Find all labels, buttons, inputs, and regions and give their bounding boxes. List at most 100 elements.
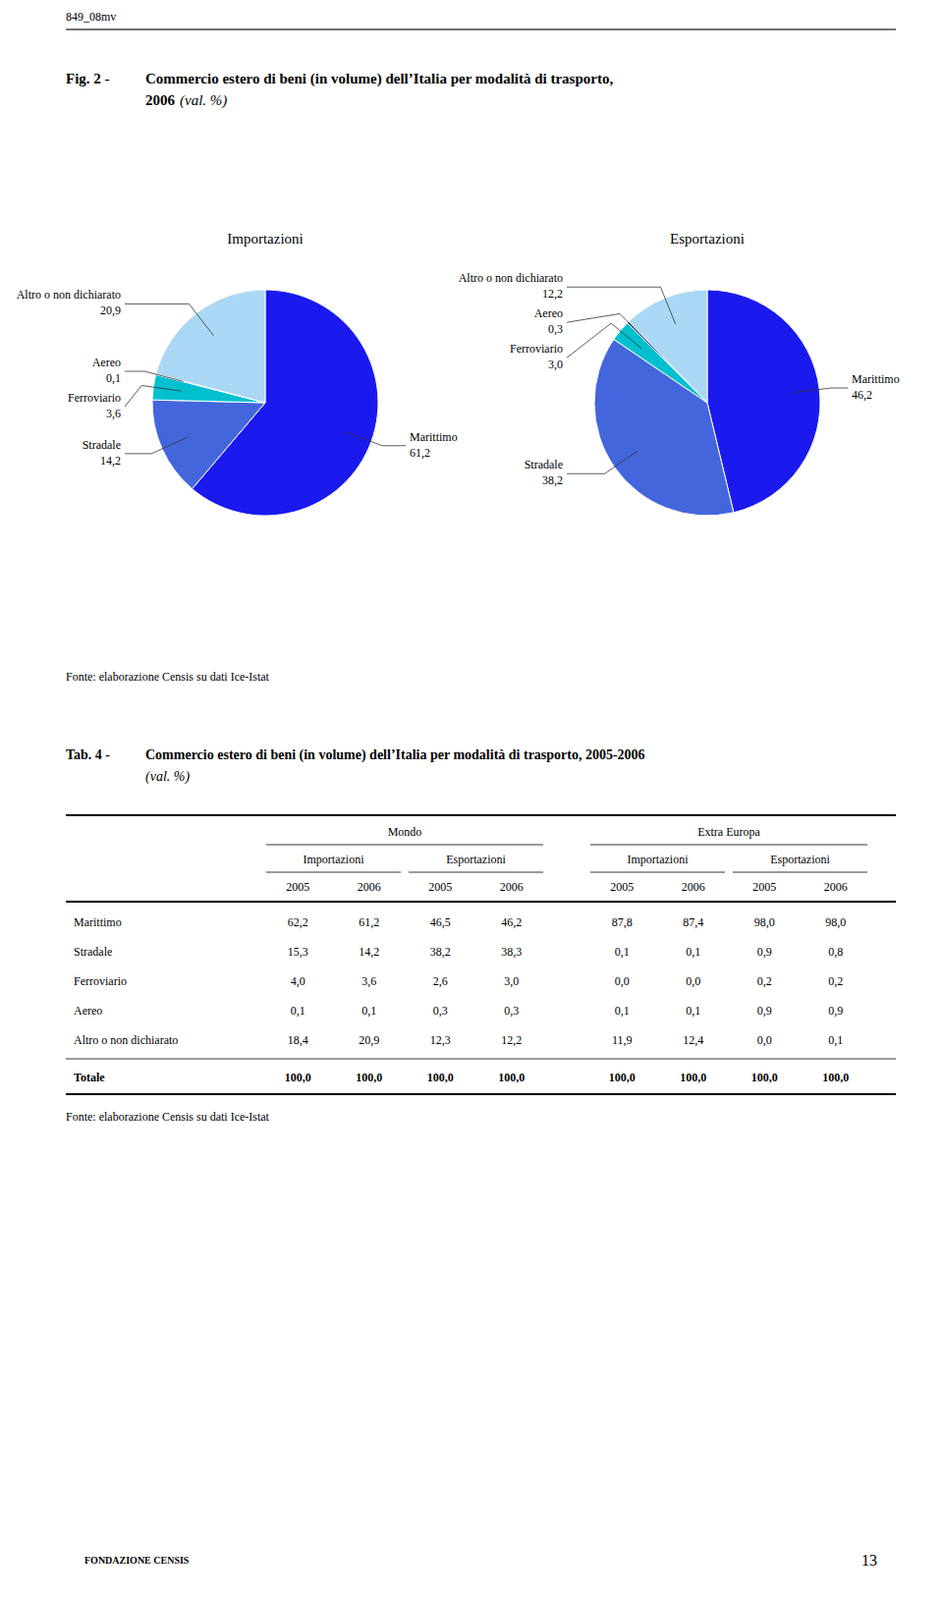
pie: EsportazioniMarittimo46,2Stradale38,2Fer… bbox=[458, 230, 900, 516]
cell-value: 18,4 bbox=[287, 1033, 309, 1048]
pie-title: Importazioni bbox=[226, 230, 303, 247]
cell-value: 0,8 bbox=[828, 944, 843, 959]
cell-value: 62,2 bbox=[287, 915, 309, 930]
figure-title-line2: 2006(val. %) bbox=[145, 92, 227, 110]
leader-line bbox=[566, 313, 649, 342]
cell-value: 0,3 bbox=[433, 1003, 448, 1018]
row-label: Marittimo bbox=[73, 915, 122, 930]
leader-line bbox=[124, 303, 214, 335]
column-group: Mondo bbox=[388, 825, 423, 839]
leader-line bbox=[791, 388, 848, 393]
slice bbox=[628, 289, 708, 403]
cell-value: 14,2 bbox=[358, 944, 380, 959]
rule bbox=[65, 814, 896, 817]
page-number: 13 bbox=[861, 1552, 878, 1569]
header-rule bbox=[65, 28, 896, 31]
rule bbox=[732, 872, 868, 874]
column-subgroup: Esportazioni bbox=[445, 852, 506, 867]
slices bbox=[152, 289, 379, 516]
cell-value: 61,2 bbox=[358, 915, 380, 930]
page: 849_08mvFig. 2 -Commercio estero di beni… bbox=[0, 0, 943, 1600]
column-header: 2006 bbox=[499, 880, 524, 894]
slice-value: 46,2 bbox=[851, 388, 873, 402]
rule bbox=[65, 1058, 896, 1060]
cell-value: 0,1 bbox=[828, 1033, 843, 1048]
slice-label: Aereo bbox=[92, 355, 121, 370]
cell-value: 4,0 bbox=[290, 974, 306, 989]
cell-value: 98,0 bbox=[754, 915, 776, 930]
column-header: 2006 bbox=[824, 880, 848, 894]
table-number: Tab. 4 - bbox=[65, 747, 111, 763]
slice-value: 3,0 bbox=[548, 357, 563, 372]
cell-value: 0,9 bbox=[757, 1003, 773, 1018]
rule bbox=[65, 1093, 896, 1096]
rule bbox=[408, 872, 544, 874]
slice-value: 14,2 bbox=[100, 453, 121, 468]
column-subgroup: Importazioni bbox=[627, 852, 690, 867]
cell-value: 98,0 bbox=[825, 915, 846, 930]
row-label: Totale bbox=[73, 1070, 106, 1085]
slice bbox=[152, 399, 266, 490]
row-label: Ferroviario bbox=[73, 974, 127, 989]
cell-value: 38,2 bbox=[430, 944, 451, 959]
labels: Marittimo61,2Stradale14,2Ferroviario3,6A… bbox=[16, 287, 458, 467]
slice-value: 12,2 bbox=[542, 286, 563, 301]
figure-number: Fig. 2 - bbox=[65, 70, 111, 87]
cell-value: 0,1 bbox=[290, 1003, 306, 1018]
table-title: Commercio estero di beni (in volume) del… bbox=[145, 747, 646, 764]
cell-value: 0,1 bbox=[685, 1003, 701, 1018]
cell-value: 100,0 bbox=[822, 1070, 849, 1085]
slice-label: Stradale bbox=[82, 438, 121, 452]
slice-label: Ferroviario bbox=[67, 390, 121, 405]
column-header: 2006 bbox=[357, 880, 382, 894]
column-group: Extra Europa bbox=[697, 825, 761, 839]
cell-value: 0,2 bbox=[757, 974, 773, 989]
row-label: Aereo bbox=[73, 1003, 103, 1018]
column-header: 2006 bbox=[681, 880, 706, 894]
slice-value: 0,1 bbox=[106, 371, 121, 386]
table-subtitle: (val. %) bbox=[145, 769, 190, 785]
rule bbox=[590, 844, 868, 846]
figure-title: Commercio estero di beni (in volume) del… bbox=[145, 70, 613, 88]
row-label: Stradale bbox=[73, 944, 112, 959]
cell-value: 100,0 bbox=[355, 1070, 383, 1085]
slice-label: Altro o non dichiarato bbox=[16, 287, 121, 302]
figure-unit: (val. %) bbox=[179, 92, 227, 110]
cell-value: 15,3 bbox=[287, 944, 309, 959]
leader-line bbox=[124, 371, 184, 382]
slice-label: Altro o non dichiarato bbox=[458, 271, 563, 285]
column-header: 2005 bbox=[428, 880, 452, 894]
column-subgroup: Importazioni bbox=[303, 852, 366, 867]
cell-value: 0,1 bbox=[614, 1003, 630, 1018]
slice-value: 0,3 bbox=[548, 322, 563, 336]
cell-value: 2,6 bbox=[433, 974, 448, 989]
slices bbox=[594, 289, 821, 516]
table: Tab. 4 - Commercio estero di beni (in vol… bbox=[65, 747, 896, 1124]
cell-value: 100,0 bbox=[751, 1070, 778, 1085]
column-header: 2005 bbox=[752, 880, 777, 894]
cell-value: 100,0 bbox=[498, 1070, 525, 1085]
column-subgroup: Esportazioni bbox=[770, 852, 831, 867]
cell-value: 0,0 bbox=[614, 974, 630, 989]
cell-value: 87,8 bbox=[611, 915, 633, 930]
slice-label: Marittimo bbox=[851, 372, 900, 387]
leader-line bbox=[124, 437, 188, 454]
cell-value: 38,3 bbox=[500, 944, 522, 959]
cell-value: 0,9 bbox=[757, 944, 773, 959]
slice-value: 20,9 bbox=[100, 303, 121, 318]
cell-value: 12,2 bbox=[500, 1033, 522, 1048]
leader-line bbox=[566, 450, 638, 474]
figure-year: 2006 bbox=[145, 92, 176, 109]
cell-value: 12,3 bbox=[430, 1033, 451, 1048]
slice-value: 3,6 bbox=[106, 406, 121, 421]
cell-value: 0,0 bbox=[685, 974, 701, 989]
logo-text: FONDAZIONE CENSIS bbox=[84, 1554, 190, 1566]
rule bbox=[266, 844, 544, 846]
leader-line bbox=[124, 386, 182, 408]
cell-value: 0,0 bbox=[757, 1033, 773, 1048]
slice-label: Aereo bbox=[534, 306, 563, 321]
cell-value: 100,0 bbox=[679, 1070, 707, 1085]
cell-value: 3,6 bbox=[361, 974, 377, 989]
rule bbox=[590, 872, 725, 874]
cell-value: 46,5 bbox=[430, 915, 451, 930]
